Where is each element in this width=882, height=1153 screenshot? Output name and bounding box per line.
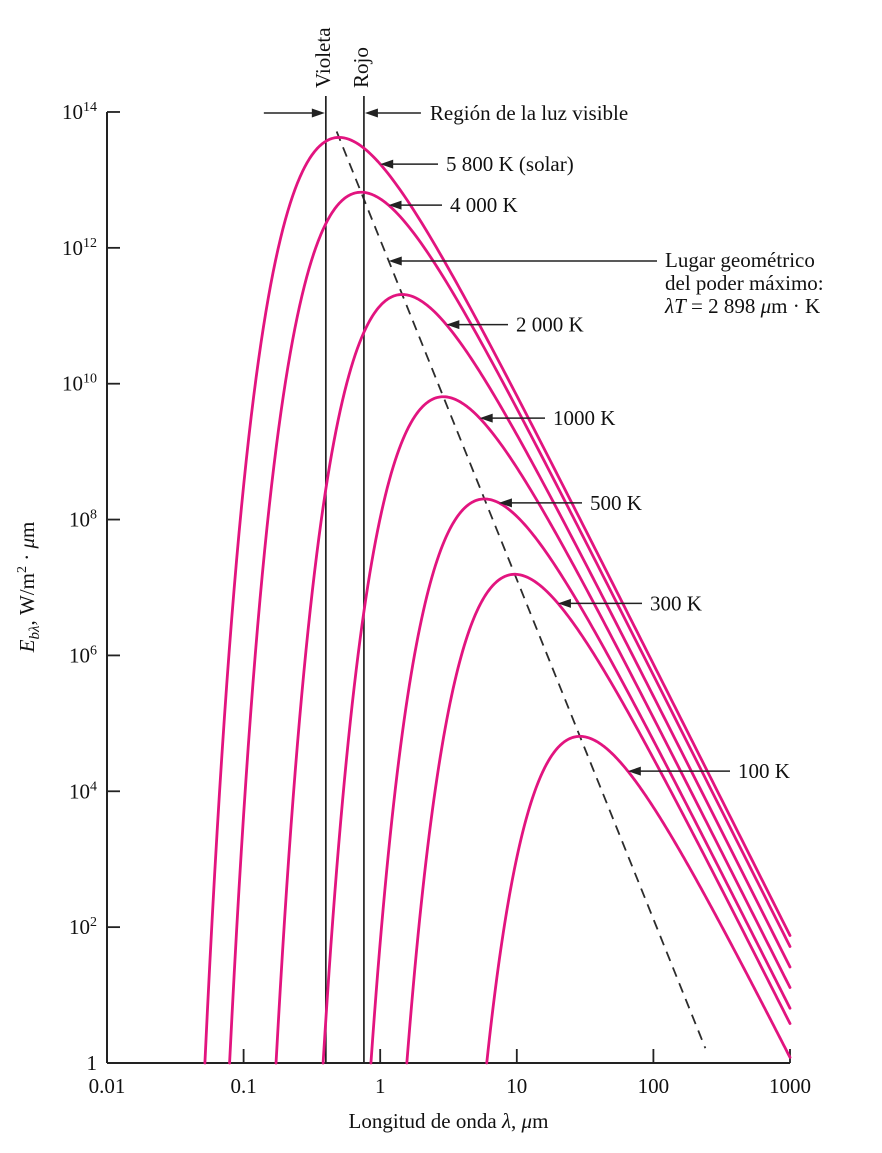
curve-arrow-300K <box>557 598 642 608</box>
y-tick-label-1e12: 1012 <box>62 236 97 260</box>
curve-label-300K: 300 K <box>650 591 702 615</box>
visible-region-right-arrow-head <box>364 108 378 118</box>
curve-arrow-4000K-head <box>388 200 402 210</box>
curve-arrow-5800K-head <box>380 159 394 169</box>
y-tick-label-1e10: 1010 <box>62 372 97 396</box>
y-tick-label-1e0: 1 <box>87 1051 98 1075</box>
curve-label-2000K: 2 000 K <box>516 313 584 337</box>
curve-arrow-1000K-head <box>479 413 493 423</box>
y-tick-label-1e8: 108 <box>69 508 97 532</box>
curve-500K <box>369 497 792 1065</box>
visible-region-right-arrow <box>364 108 421 118</box>
x-axis-title: Longitud de onda λ, μm <box>349 1109 549 1133</box>
locus-label-line3: λT = 2 898 μm · K <box>664 294 820 318</box>
curve-label-4000K: 4 000 K <box>450 193 518 217</box>
y-axis-title: Ebλ, W/m2 · μm <box>15 522 43 654</box>
curve-arrow-100K-head <box>627 766 641 776</box>
y-tick-label-1e14: 1014 <box>62 100 97 124</box>
curve-arrow-100K <box>627 766 730 776</box>
curve-label-1000K: 1000 K <box>553 406 615 430</box>
curve-label-100K: 100 K <box>738 759 790 783</box>
curve-arrow-4000K <box>388 200 442 210</box>
x-tick-label-10: 10 <box>506 1074 527 1098</box>
curve-arrow-5800K <box>380 159 438 169</box>
visible-region-label: Región de la luz visible <box>430 101 628 125</box>
locus-label-line2: del poder máximo: <box>665 271 824 295</box>
curve-300K <box>405 572 792 1065</box>
curve-5800K <box>203 136 792 1065</box>
visible-region-left-arrow-head <box>311 108 325 118</box>
x-tick-label-1: 1 <box>375 1074 386 1098</box>
locus-arrow <box>388 256 657 266</box>
x-tick-label-100: 100 <box>638 1074 670 1098</box>
curve-label-5800K: 5 800 K (solar) <box>446 152 574 176</box>
curve-arrow-300K-head <box>557 598 571 608</box>
curve-arrow-2000K <box>446 320 508 330</box>
curve-arrow-500K <box>498 498 582 508</box>
curve-arrow-1000K <box>479 413 545 423</box>
curve-4000K <box>228 190 792 1065</box>
y-tick-label-1e4: 104 <box>69 779 97 803</box>
x-tick-label-0.01: 0.01 <box>89 1074 126 1098</box>
y-tick-label-1e6: 106 <box>69 643 97 667</box>
x-tick-label-1000: 1000 <box>769 1074 811 1098</box>
x-tick-label-0.1: 0.1 <box>230 1074 256 1098</box>
violeta-label: Violeta <box>311 27 335 88</box>
rojo-label: Rojo <box>349 47 373 88</box>
curve-2000K <box>274 293 792 1065</box>
curve-100K <box>485 734 792 1065</box>
curve-1000K <box>321 395 792 1065</box>
curve-arrow-2000K-head <box>446 320 460 330</box>
locus-label-line1: Lugar geométrico <box>665 248 815 272</box>
curve-arrow-500K-head <box>498 498 512 508</box>
curve-label-500K: 500 K <box>590 491 642 515</box>
locus-arrow-head <box>388 256 402 266</box>
max-power-locus-dashed-line <box>335 131 707 1049</box>
visible-region-left-arrow <box>263 108 325 118</box>
y-tick-label-1e2: 102 <box>69 915 97 939</box>
